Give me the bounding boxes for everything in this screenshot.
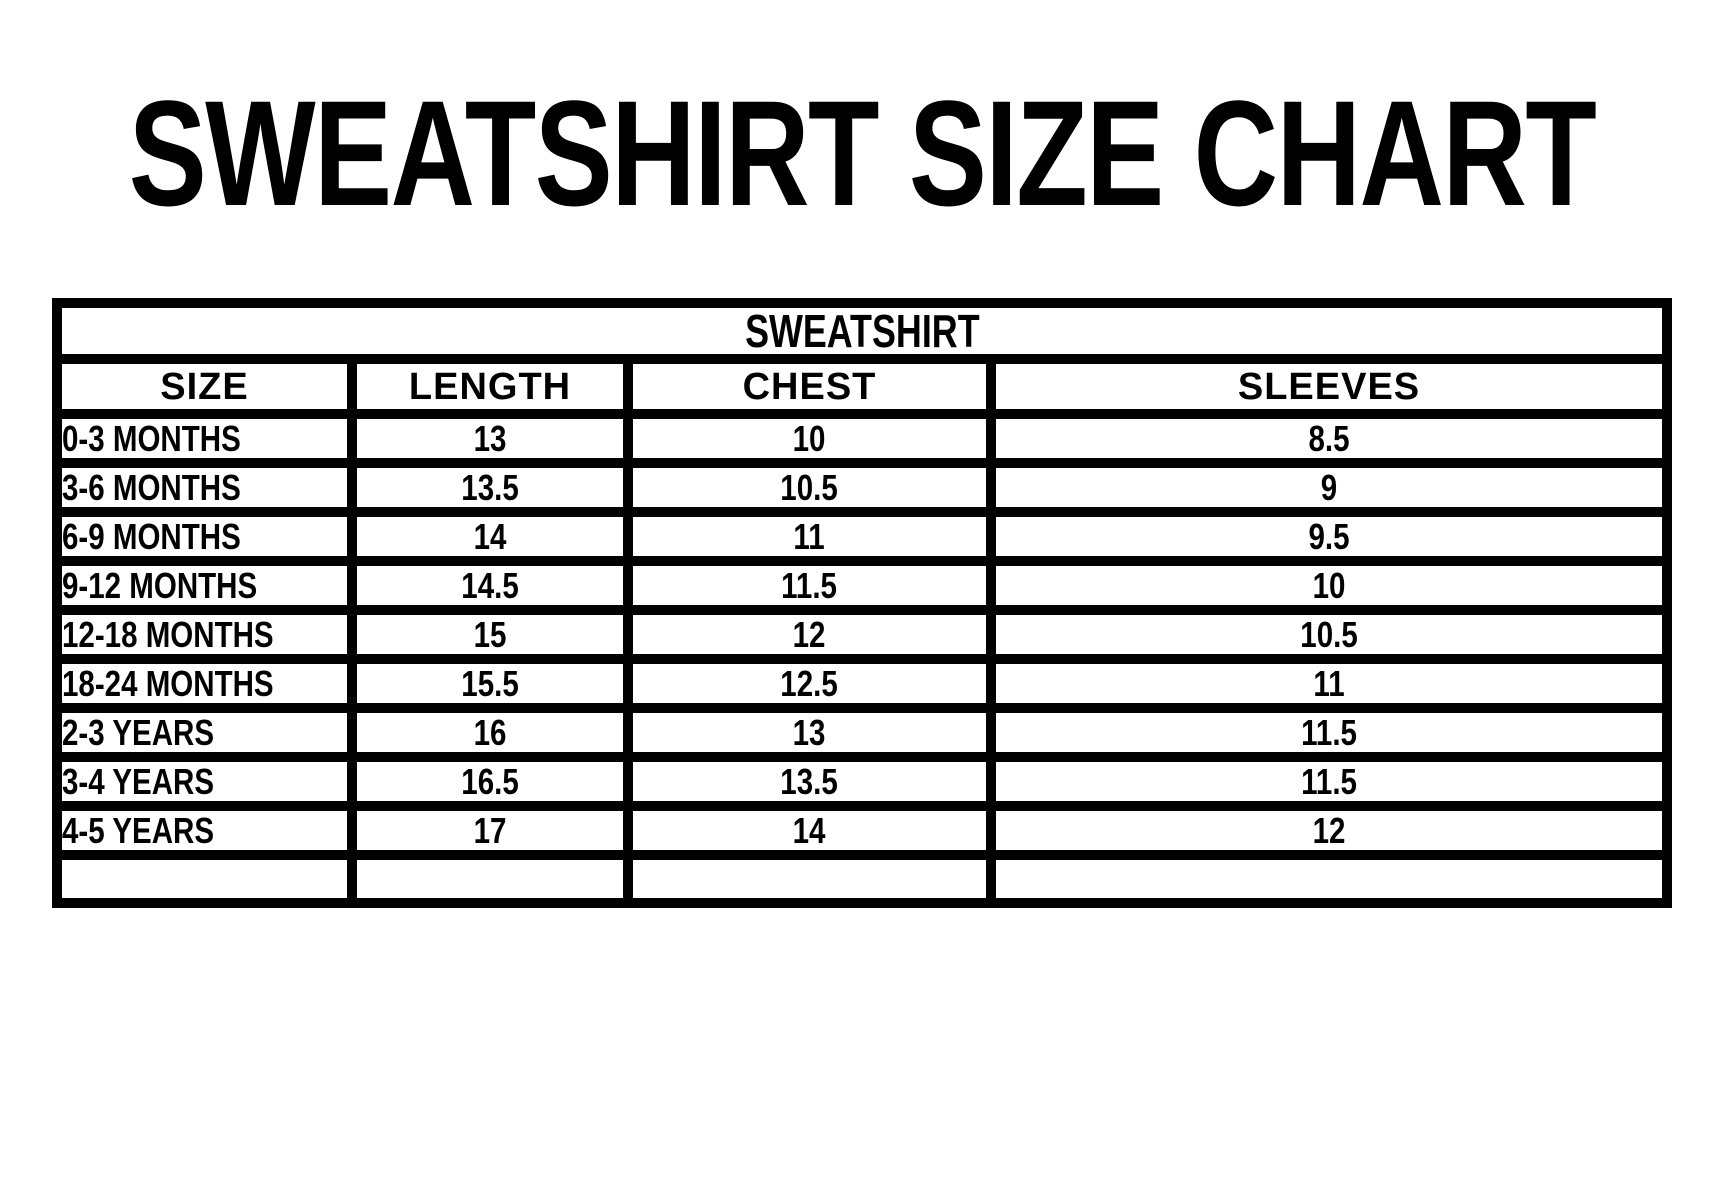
table-row: 18-24 MONTHS 15.5 12.5 11 <box>52 654 1672 713</box>
column-header-length: LENGTH <box>347 354 633 419</box>
size-cell: 6-9 MONTHS <box>52 507 357 566</box>
size-cell: 0-3 MONTHS <box>52 409 357 468</box>
chest-value: 12.5 <box>780 662 839 704</box>
page-title: SWEATSHIRT SIZE CHART <box>129 78 1725 228</box>
size-label: 3-4 YEARS <box>62 760 215 802</box>
chest-cell: 13 <box>623 703 996 762</box>
chest-cell: 12.5 <box>623 654 996 713</box>
length-cell: 14 <box>347 507 633 566</box>
size-chart-table: SWEATSHIRT SIZE LENGTH CHEST SLEEVES 0-3… <box>52 298 1672 908</box>
length-value: 16.5 <box>461 760 519 802</box>
table-row: 3-6 MONTHS 13.5 10.5 9 <box>52 458 1672 517</box>
table-title-cell: SWEATSHIRT <box>52 298 1672 364</box>
sleeves-cell: 9 <box>986 458 1672 517</box>
table-row: 4-5 YEARS 17 14 12 <box>52 801 1672 860</box>
length-cell: 15.5 <box>347 654 633 713</box>
chest-cell: 13.5 <box>623 752 996 811</box>
chest-value: 13.5 <box>780 760 839 802</box>
sleeves-value: 10 <box>1312 564 1346 606</box>
length-cell: 14.5 <box>347 556 633 615</box>
chest-value: 14 <box>793 809 826 851</box>
size-label: 12-18 MONTHS <box>62 613 274 655</box>
column-header-sleeves: SLEEVES <box>986 354 1672 419</box>
chest-value: 10 <box>793 417 826 459</box>
chest-cell: 10 <box>623 409 996 468</box>
size-label: 2-3 YEARS <box>62 711 215 753</box>
length-value: 16 <box>473 711 507 753</box>
length-cell <box>347 850 633 908</box>
column-header-chest: CHEST <box>623 354 996 419</box>
sleeves-cell: 12 <box>986 801 1672 860</box>
length-cell: 15 <box>347 605 633 664</box>
chest-value: 10.5 <box>780 466 839 508</box>
table-header-row: SIZE LENGTH CHEST SLEEVES <box>52 354 1672 419</box>
sleeves-value: 9.5 <box>1308 515 1350 557</box>
chest-cell <box>623 850 996 908</box>
chest-cell: 10.5 <box>623 458 996 517</box>
table-row: 6-9 MONTHS 14 11 9.5 <box>52 507 1672 566</box>
size-label: 3-6 MONTHS <box>62 466 241 508</box>
chest-cell: 14 <box>623 801 996 860</box>
sleeves-value: 11.5 <box>1301 760 1357 802</box>
table-row: 0-3 MONTHS 13 10 8.5 <box>52 409 1672 468</box>
sleeves-cell: 11.5 <box>986 752 1672 811</box>
length-cell: 13 <box>347 409 633 468</box>
length-value: 14 <box>473 515 507 557</box>
size-cell <box>52 850 357 908</box>
sleeves-cell: 10 <box>986 556 1672 615</box>
size-label: 18-24 MONTHS <box>62 662 274 704</box>
chest-value: 13 <box>793 711 826 753</box>
length-cell: 17 <box>347 801 633 860</box>
sleeves-cell <box>986 850 1672 908</box>
sleeves-value: 12 <box>1312 809 1346 851</box>
chest-cell: 11 <box>623 507 996 566</box>
sleeves-value: 10.5 <box>1300 613 1358 655</box>
sleeves-value: 11 <box>1313 662 1345 704</box>
length-cell: 16.5 <box>347 752 633 811</box>
sleeves-value: 9 <box>1320 466 1338 508</box>
chest-value: 11.5 <box>781 564 838 606</box>
size-label: 0-3 MONTHS <box>62 417 241 459</box>
table-row: 12-18 MONTHS 15 12 10.5 <box>52 605 1672 664</box>
length-value: 17 <box>473 809 507 851</box>
table-row: 3-4 YEARS 16.5 13.5 11.5 <box>52 752 1672 811</box>
table-title-text: SWEATSHIRT <box>744 305 980 357</box>
size-cell: 2-3 YEARS <box>52 703 357 762</box>
size-cell: 12-18 MONTHS <box>52 605 357 664</box>
size-label: 4-5 YEARS <box>62 809 215 851</box>
length-value: 15 <box>473 613 507 655</box>
column-header-size: SIZE <box>52 354 357 419</box>
length-cell: 16 <box>347 703 633 762</box>
sleeves-cell: 8.5 <box>986 409 1672 468</box>
size-cell: 9-12 MONTHS <box>52 556 357 615</box>
chest-cell: 11.5 <box>623 556 996 615</box>
sleeves-cell: 11 <box>986 654 1672 713</box>
size-label: 9-12 MONTHS <box>62 564 258 606</box>
length-cell: 13.5 <box>347 458 633 517</box>
chest-value: 11 <box>793 515 826 557</box>
table-row-empty <box>52 850 1672 908</box>
table-row: 2-3 YEARS 16 13 11.5 <box>52 703 1672 762</box>
sleeves-cell: 9.5 <box>986 507 1672 566</box>
length-value: 15.5 <box>461 662 519 704</box>
length-value: 14.5 <box>461 564 519 606</box>
size-cell: 3-6 MONTHS <box>52 458 357 517</box>
sleeves-value: 8.5 <box>1308 417 1350 459</box>
sleeves-value: 11.5 <box>1301 711 1357 753</box>
size-cell: 3-4 YEARS <box>52 752 357 811</box>
sleeves-cell: 10.5 <box>986 605 1672 664</box>
table-row: 9-12 MONTHS 14.5 11.5 10 <box>52 556 1672 615</box>
size-cell: 4-5 YEARS <box>52 801 357 860</box>
page-title-text: SWEATSHIRT SIZE CHART <box>128 69 1597 237</box>
chest-value: 12 <box>793 613 826 655</box>
size-cell: 18-24 MONTHS <box>52 654 357 713</box>
table-title-row: SWEATSHIRT <box>52 298 1672 364</box>
length-value: 13.5 <box>461 466 519 508</box>
chest-cell: 12 <box>623 605 996 664</box>
size-label: 6-9 MONTHS <box>62 515 241 557</box>
sleeves-cell: 11.5 <box>986 703 1672 762</box>
length-value: 13 <box>473 417 507 459</box>
